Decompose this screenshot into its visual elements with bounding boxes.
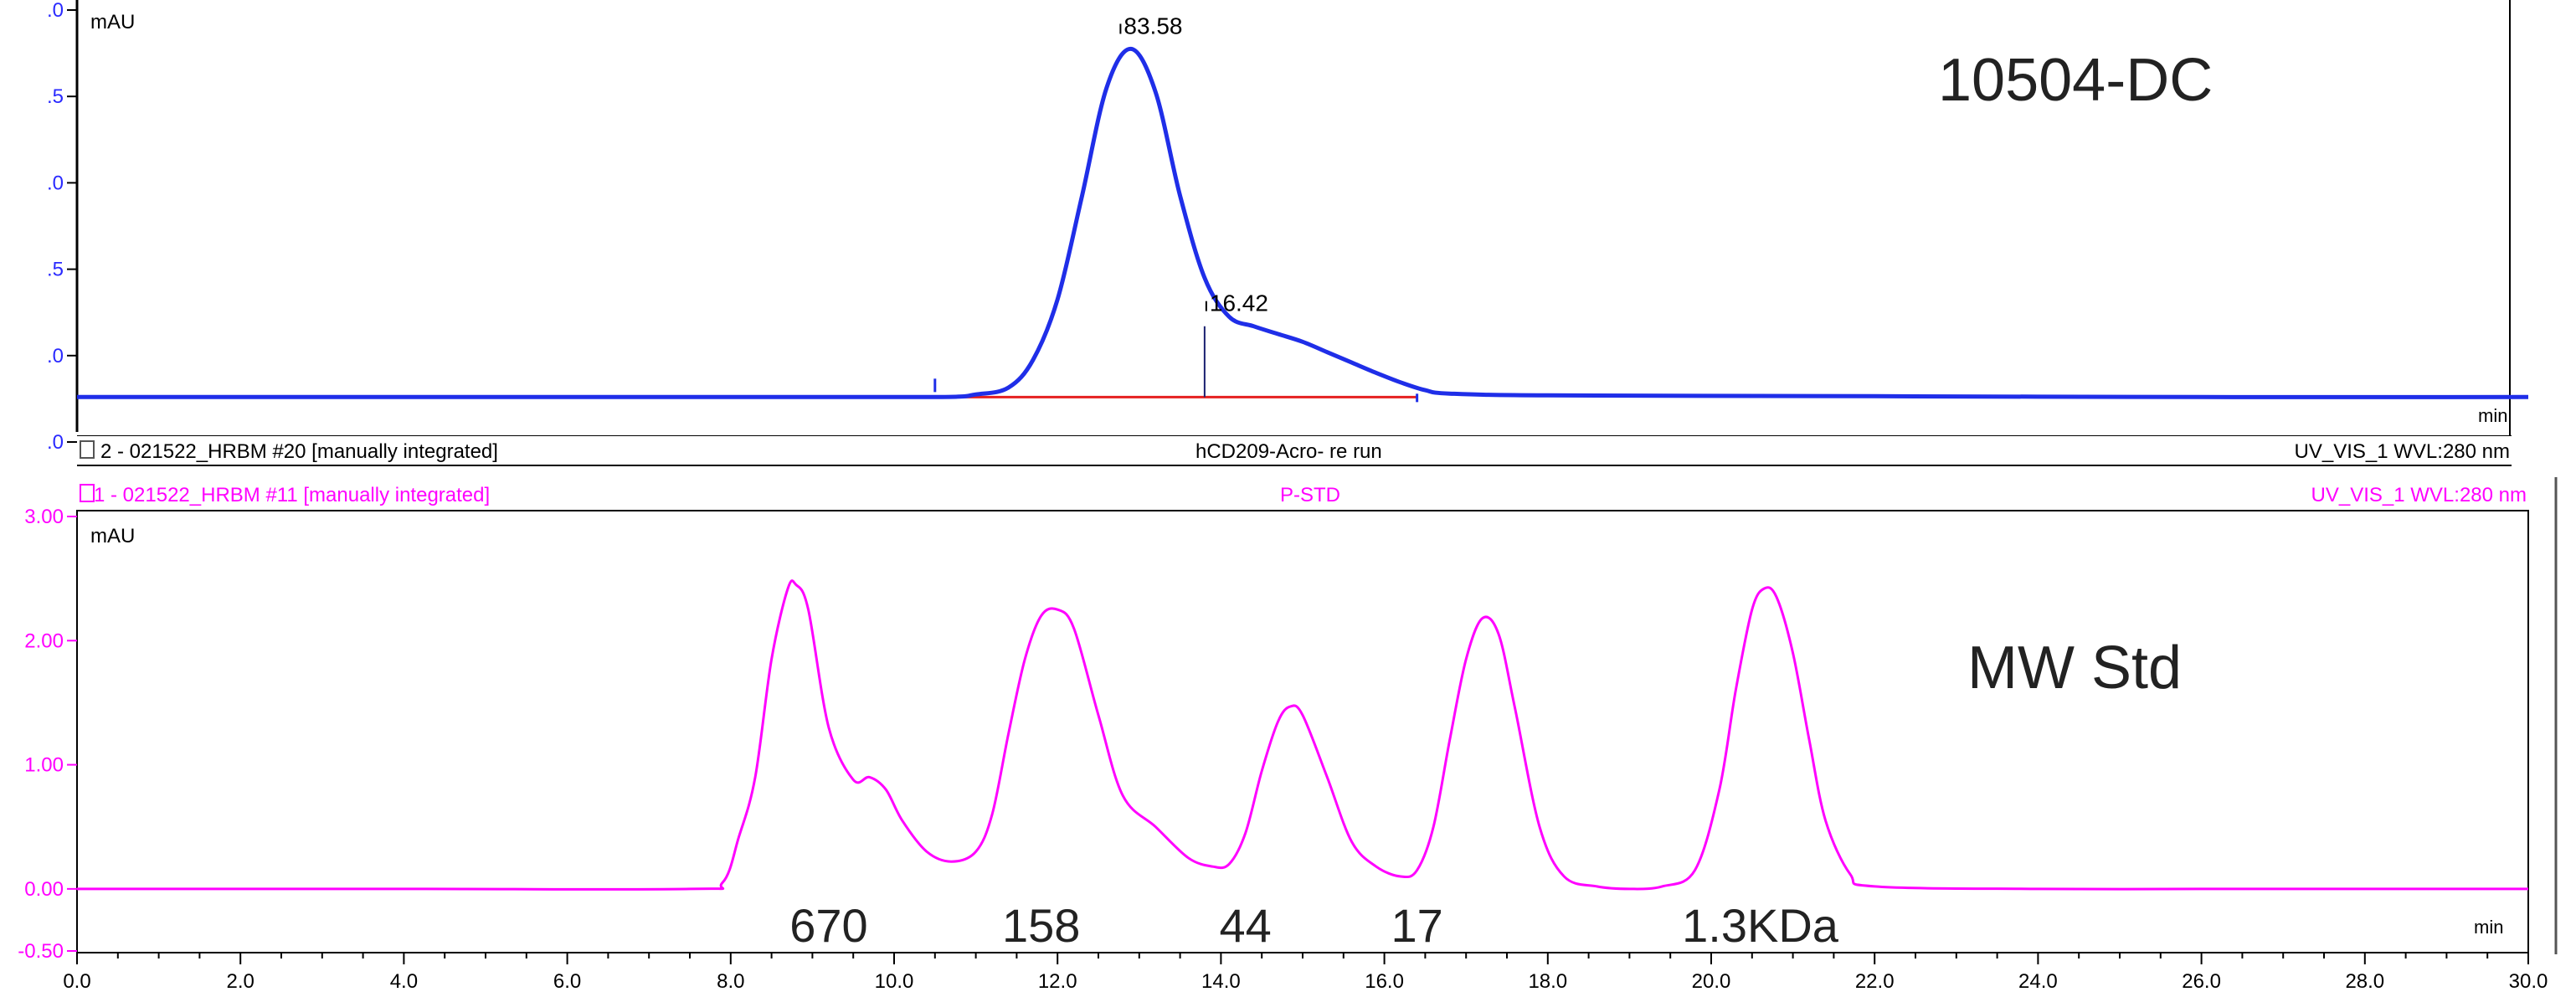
bottom-mw-label: 44: [1220, 899, 1272, 952]
bottom-xtick-label: 20.0: [1692, 970, 1731, 993]
top-peak-labels: 83.58 16.42: [1119, 13, 1268, 398]
top-peak-label: 83.58: [1123, 13, 1182, 39]
bottom-header-right: UV_VIS_1 WVL:280 nm: [2311, 484, 2527, 506]
bottom-ytick-label: 0.00: [24, 878, 64, 901]
bottom-mw-label: 1.3KDa: [1682, 899, 1839, 952]
bottom-header-center: P-STD: [1280, 484, 1340, 506]
bottom-xtick-label: 8.0: [717, 970, 744, 993]
top-series-line-0: [77, 46, 2529, 400]
bottom-doc-icon: [80, 484, 95, 502]
bottom-xtick-label: 16.0: [1365, 970, 1404, 993]
bottom-xtick-label: 6.0: [553, 970, 581, 993]
top-baselines: [933, 378, 1419, 403]
top-doc-icon: [80, 440, 95, 459]
top-chromatogram-panel: mAU min 10504-DC .0 .5 .0 .5 .0 .0 83.58 16.42…: [47, 0, 2529, 466]
top-header-left: 2 - 021522_HRBM #20 [manually integrated…: [100, 440, 498, 463]
top-footer-bar: [77, 436, 2512, 465]
bottom-xtick-label: 18.0: [1528, 970, 1567, 993]
top-ylabel: mAU: [90, 11, 135, 33]
bottom-ytick-label: 3.00: [24, 506, 64, 528]
bottom-panel-title: MW Std: [1967, 635, 2182, 701]
bottom-xlabel: min: [2474, 917, 2503, 938]
bottom-header-left: 1 - 021522_HRBM #11 [manually integrated…: [94, 484, 490, 506]
bottom-xtick-label: 28.0: [2345, 970, 2384, 993]
bottom-xtick-label: 24.0: [2018, 970, 2058, 993]
top-ytick-label: .0: [47, 431, 64, 454]
bottom-x-ticks: 0.0 2.0 4.0 6.0 8.0 10.0 12.0 14.0 16.0 18.0 20.0 2…: [63, 953, 2548, 993]
bottom-series-group: [76, 579, 2528, 891]
bottom-xtick-label: 30.0: [2509, 970, 2548, 993]
bottom-ytick-label: 1.00: [24, 754, 64, 777]
bottom-xtick-label: 10.0: [875, 970, 914, 993]
top-ytick-label: .0: [47, 172, 64, 194]
top-ytick-label: .5: [47, 259, 64, 281]
bottom-xtick-label: 12.0: [1038, 970, 1077, 993]
bottom-y-ticks: 3.00 2.00 1.00 0.00 -0.50: [18, 506, 77, 963]
bottom-mw-annotations: 670 158 44 17 1.3KDa: [789, 899, 1839, 952]
bottom-xtick-label: 22.0: [1855, 970, 1895, 993]
bottom-ytick-label: -0.50: [18, 940, 64, 963]
top-series-group: [77, 46, 2529, 400]
top-y-ticks: .0 .5 .0 .5 .0 .0: [47, 0, 77, 454]
bottom-series-line-0: [76, 579, 2528, 891]
bottom-xtick-label: 0.0: [63, 970, 90, 993]
bottom-mw-label: 670: [789, 899, 867, 952]
bottom-xtick-label: 26.0: [2182, 970, 2221, 993]
bottom-ytick-label: 2.00: [24, 630, 64, 652]
top-header-right: UV_VIS_1 WVL:280 nm: [2295, 440, 2510, 463]
bottom-chromatogram-panel: 1 - 021522_HRBM #11 [manually integrated…: [18, 477, 2558, 993]
bottom-xtick-label: 4.0: [390, 970, 418, 993]
bottom-ylabel: mAU: [90, 525, 135, 547]
top-peak-label: 16.42: [1210, 290, 1268, 316]
top-panel-title: 10504-DC: [1938, 47, 2213, 114]
top-xlabel: min: [2478, 405, 2507, 426]
bottom-xtick-label: 2.0: [227, 970, 255, 993]
bottom-mw-label: 17: [1391, 899, 1442, 952]
bottom-mw-label: 158: [1002, 899, 1080, 952]
top-ytick-label: .0: [47, 345, 64, 367]
bottom-xtick-label: 14.0: [1201, 970, 1241, 993]
top-ytick-label: .5: [47, 85, 64, 108]
top-ytick-label: .0: [47, 0, 64, 22]
top-header-center: hCD209-Acro- re run: [1195, 440, 1382, 463]
